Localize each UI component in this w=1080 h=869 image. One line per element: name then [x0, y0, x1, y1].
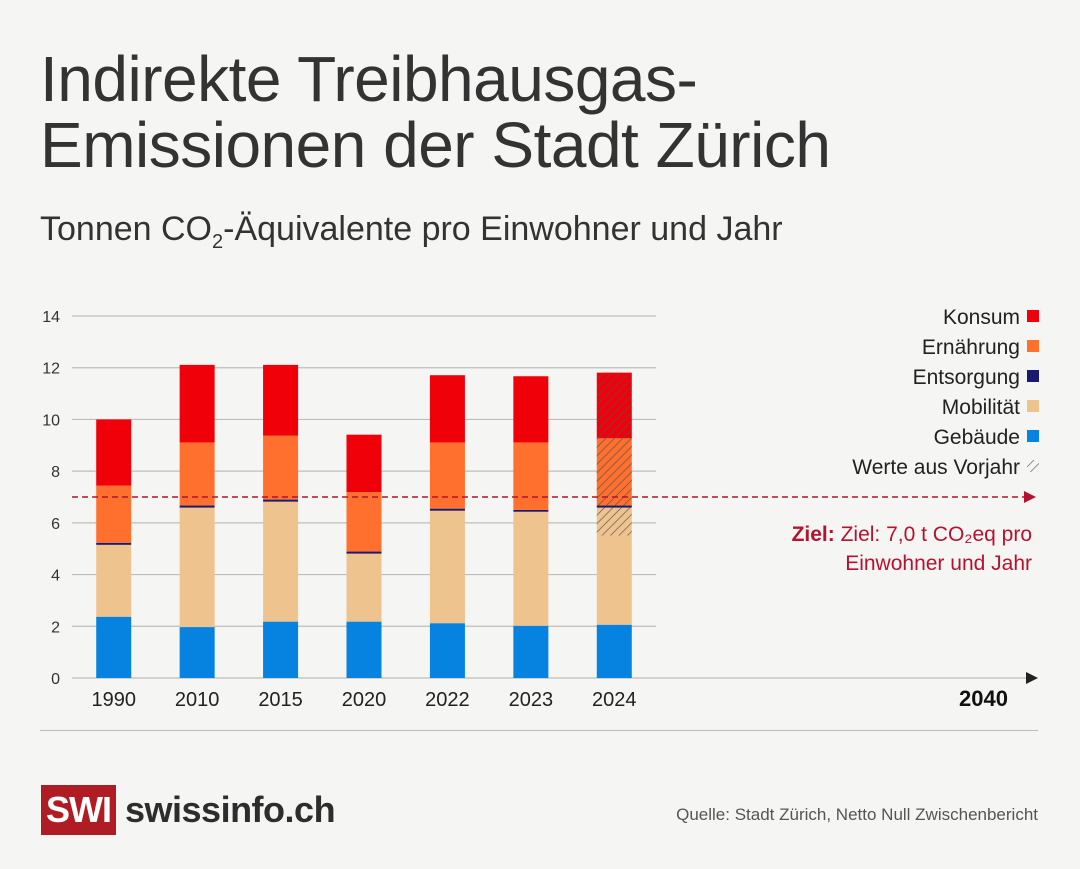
bar-segment-ernährung — [179, 442, 215, 506]
y-tick-label: 12 — [42, 361, 60, 378]
bar-segment-mobilität — [263, 501, 299, 622]
x-tick-label: 2023 — [509, 689, 554, 711]
title-line-2: Emissionen der Stadt Zürich — [40, 109, 831, 181]
y-tick-label: 2 — [51, 619, 60, 636]
legend-swatch — [1027, 370, 1039, 382]
bar-segment-entsorgung — [263, 499, 299, 502]
bar-segment-ernährung — [429, 442, 465, 509]
bar-segment-konsum — [513, 376, 549, 443]
legend-label: Werte aus Vorjahr — [852, 456, 1020, 479]
bar-segment-mobilität — [513, 511, 549, 626]
bar-segment-gebäude — [96, 616, 132, 678]
bar-segment-ernährung — [513, 442, 549, 510]
logo-text: swissinfo.ch — [125, 789, 336, 830]
target-arrow-icon — [1024, 491, 1036, 503]
swi-logo-box: SWI — [41, 785, 116, 835]
x-tick-label: 2010 — [175, 689, 220, 711]
bar-segment-entsorgung — [346, 551, 382, 554]
chart-title: Indirekte Treibhausgas- Emissionen der St… — [40, 43, 831, 181]
prior-year-hatch — [596, 372, 632, 439]
prior-year-hatch — [596, 507, 632, 536]
bar-segment-mobilität — [96, 544, 132, 617]
x-tick-label: 2015 — [258, 689, 303, 711]
legend-hatch-swatch — [1027, 460, 1039, 472]
bar-segment-konsum — [346, 434, 382, 493]
bar-segment-entsorgung — [429, 508, 465, 511]
bar-segment-entsorgung — [96, 542, 132, 545]
bar-segment-entsorgung — [596, 505, 632, 508]
legend-label: Ernährung — [922, 336, 1020, 359]
prior-year-hatch — [596, 438, 632, 506]
bar-segment-mobilität — [429, 510, 465, 624]
bar-segment-gebäude — [429, 623, 465, 678]
y-tick-label: 10 — [42, 412, 60, 429]
bar-segment-gebäude — [596, 624, 632, 678]
target-label-line1: Ziel: Ziel: 7,0 t CO₂eq pro — [792, 523, 1032, 546]
legend-swatch — [1027, 430, 1039, 442]
bar-segment-gebäude — [179, 627, 215, 678]
y-tick-label: 14 — [42, 309, 60, 326]
footer-divider — [40, 730, 1038, 731]
bar-segment-gebäude — [263, 621, 299, 678]
y-tick-label: 4 — [51, 568, 60, 585]
target-year-label: 2040 — [959, 686, 1008, 711]
x-tick-label: 2022 — [425, 689, 470, 711]
chart-subtitle: Tonnen CO2-Äquivalente pro Einwohner und… — [40, 210, 783, 254]
legend-swatch — [1027, 400, 1039, 412]
target-label-text: Ziel: 7,0 t CO₂eq pro — [841, 523, 1032, 546]
legend-label: Konsum — [943, 306, 1020, 329]
bar-segment-entsorgung — [179, 505, 215, 508]
legend-label: Gebäude — [934, 426, 1020, 449]
bar-segment-ernährung — [263, 435, 299, 500]
bar-segment-gebäude — [513, 625, 549, 678]
bar-segment-ernährung — [346, 492, 382, 552]
bar-segment-konsum — [263, 364, 299, 436]
title-line-1: Indirekte Treibhausgas- — [40, 43, 698, 115]
x-tick-label: 2024 — [592, 689, 637, 711]
target-label-bold: Ziel: — [792, 523, 841, 546]
bar-segment-ernährung — [96, 485, 132, 543]
legend-swatch — [1027, 310, 1039, 322]
subtitle-sub: 2 — [212, 230, 224, 253]
source-note: Quelle: Stadt Zürich, Netto Null Zwische… — [676, 805, 1038, 824]
bar-segment-konsum — [179, 364, 215, 443]
bar-segment-mobilität — [179, 507, 215, 628]
axis-arrow-icon — [1026, 672, 1038, 684]
bar-segment-entsorgung — [513, 509, 549, 512]
bar-segment-gebäude — [346, 621, 382, 678]
subtitle-post: -Äquivalente pro Einwohner und Jahr — [223, 210, 783, 248]
subtitle-pre: Tonnen CO — [40, 210, 212, 248]
bar-segment-mobilität — [346, 553, 382, 622]
bar-segment-konsum — [96, 419, 132, 486]
x-tick-label: 1990 — [91, 689, 136, 711]
y-tick-label: 0 — [51, 671, 60, 688]
swissinfo-logo: SWI swissinfo.ch — [41, 785, 336, 835]
legend-label: Mobilität — [942, 396, 1020, 419]
y-tick-label: 6 — [51, 516, 60, 533]
target-label-line2: Einwohner und Jahr — [845, 552, 1032, 575]
y-tick-label: 8 — [51, 464, 60, 481]
legend-swatch — [1027, 340, 1039, 352]
x-tick-label: 2020 — [342, 689, 387, 711]
bar-segment-konsum — [429, 375, 465, 443]
legend-label: Entsorgung — [913, 366, 1020, 389]
